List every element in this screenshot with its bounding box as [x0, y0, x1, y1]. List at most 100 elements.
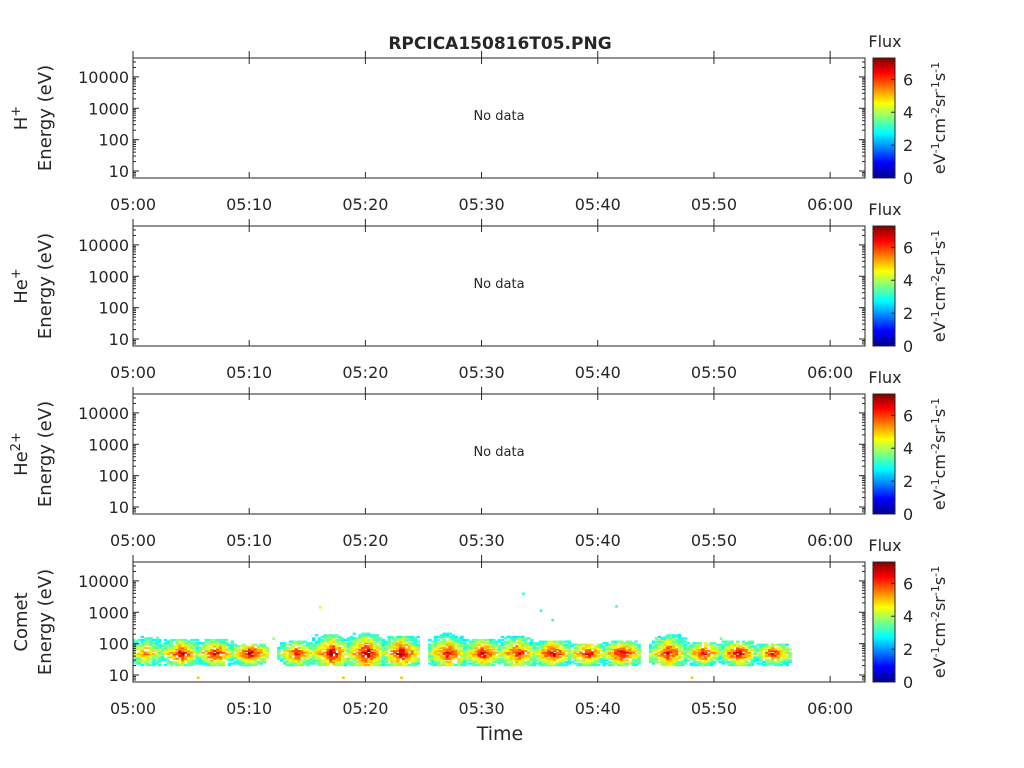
- flux-cell: [521, 642, 525, 645]
- flux-cell: [651, 660, 656, 664]
- flux-cell: [428, 649, 432, 653]
- flux-cell: [558, 642, 563, 645]
- flux-cell: [587, 643, 592, 646]
- flux-cell: [253, 653, 258, 656]
- flux-cell: [198, 649, 203, 653]
- flux-cell: [184, 649, 188, 653]
- flux-cell: [474, 654, 479, 657]
- flux-cell: [489, 662, 493, 665]
- flux-cell: [561, 643, 566, 646]
- flux-cell: [494, 648, 499, 651]
- flux-cell: [140, 643, 145, 646]
- flux-cell: [335, 664, 339, 667]
- flux-cell: [297, 660, 301, 664]
- flux-cell: [637, 662, 641, 665]
- flux-cell: [166, 662, 171, 665]
- flux-cell: [341, 662, 345, 665]
- flux-cell: [358, 637, 362, 640]
- flux-cell: [320, 664, 325, 667]
- flux-cell: [433, 662, 438, 665]
- flux-cell: [256, 645, 261, 648]
- flux-cell: [707, 664, 711, 667]
- flux-cell: [567, 657, 572, 660]
- flux-cell: [587, 648, 592, 651]
- flux-cell: [657, 643, 662, 646]
- flux-cell: [410, 645, 415, 648]
- flux-cell: [140, 649, 145, 653]
- flux-cell: [221, 646, 226, 649]
- flux-cell: [736, 659, 740, 662]
- flux-cell: [172, 653, 176, 656]
- flux-cell: [736, 640, 740, 643]
- flux-cell: [677, 645, 682, 648]
- flux-cell: [451, 646, 455, 649]
- flux-cell: [750, 648, 755, 651]
- flux-cell: [314, 646, 319, 649]
- flux-cell: [300, 653, 304, 656]
- flux-cell: [311, 659, 316, 662]
- flux-cell: [311, 656, 316, 659]
- flux-cell: [509, 646, 513, 649]
- flux-cell: [294, 643, 298, 646]
- flux-cell: [634, 654, 638, 657]
- flux-cell: [448, 662, 452, 665]
- flux-cell: [294, 660, 298, 664]
- flux-cell: [750, 664, 755, 667]
- flux-cell: [660, 656, 664, 659]
- flux-cell: [338, 657, 342, 660]
- flux-cell: [672, 662, 676, 665]
- flux-cell: [364, 651, 368, 654]
- flux-cell: [445, 635, 450, 638]
- x-tick-label: 05:00: [110, 531, 156, 550]
- flux-cell: [402, 659, 406, 662]
- flux-cell: [738, 660, 743, 664]
- flux-cell-isolated: [342, 676, 345, 679]
- colorbar-unit: eV-1cm-2sr-1s-1: [929, 230, 949, 342]
- flux-cell: [701, 649, 705, 653]
- flux-cell: [245, 656, 249, 659]
- x-tick-label: 05:10: [226, 531, 272, 550]
- flux-cell: [250, 649, 255, 653]
- flux-cell: [187, 657, 191, 660]
- flux-cell: [442, 643, 447, 646]
- flux-cell: [326, 646, 330, 649]
- flux-cell: [698, 648, 702, 651]
- flux-cell: [666, 634, 670, 637]
- flux-cell: [133, 651, 136, 654]
- flux-cell: [352, 638, 357, 642]
- flux-cell: [358, 646, 362, 649]
- flux-cell: [759, 659, 763, 662]
- flux-cell: [768, 660, 772, 664]
- x-tick-label: 05:30: [459, 195, 505, 214]
- flux-cell: [625, 656, 630, 659]
- flux-cell: [625, 662, 630, 665]
- flux-cell: [297, 653, 301, 656]
- flux-cell: [288, 653, 293, 656]
- flux-cell: [538, 659, 542, 662]
- flux-cell: [242, 649, 246, 653]
- flux-cell: [619, 659, 624, 662]
- flux-cell: [564, 640, 569, 643]
- flux-cell: [146, 659, 150, 662]
- flux-cell-isolated: [551, 618, 554, 622]
- flux-cell: [460, 653, 464, 656]
- flux-cell: [433, 642, 438, 645]
- flux-cell: [349, 660, 354, 664]
- flux-cell: [596, 656, 601, 659]
- flux-cell: [509, 638, 513, 642]
- flux-cell: [384, 645, 389, 648]
- flux-cell: [187, 653, 191, 656]
- flux-cell: [657, 642, 662, 645]
- flux-cell: [457, 637, 461, 640]
- flux-cell: [608, 657, 612, 660]
- flux-cell: [189, 662, 194, 665]
- flux-cell: [245, 653, 249, 656]
- flux-cell: [221, 654, 226, 657]
- unit-part: -1: [929, 398, 942, 409]
- flux-cell: [320, 640, 325, 643]
- flux-cell: [680, 648, 685, 651]
- flux-cell: [402, 638, 406, 642]
- flux-cell: [280, 653, 284, 656]
- flux-cell: [555, 654, 560, 657]
- flux-cell: [686, 659, 691, 662]
